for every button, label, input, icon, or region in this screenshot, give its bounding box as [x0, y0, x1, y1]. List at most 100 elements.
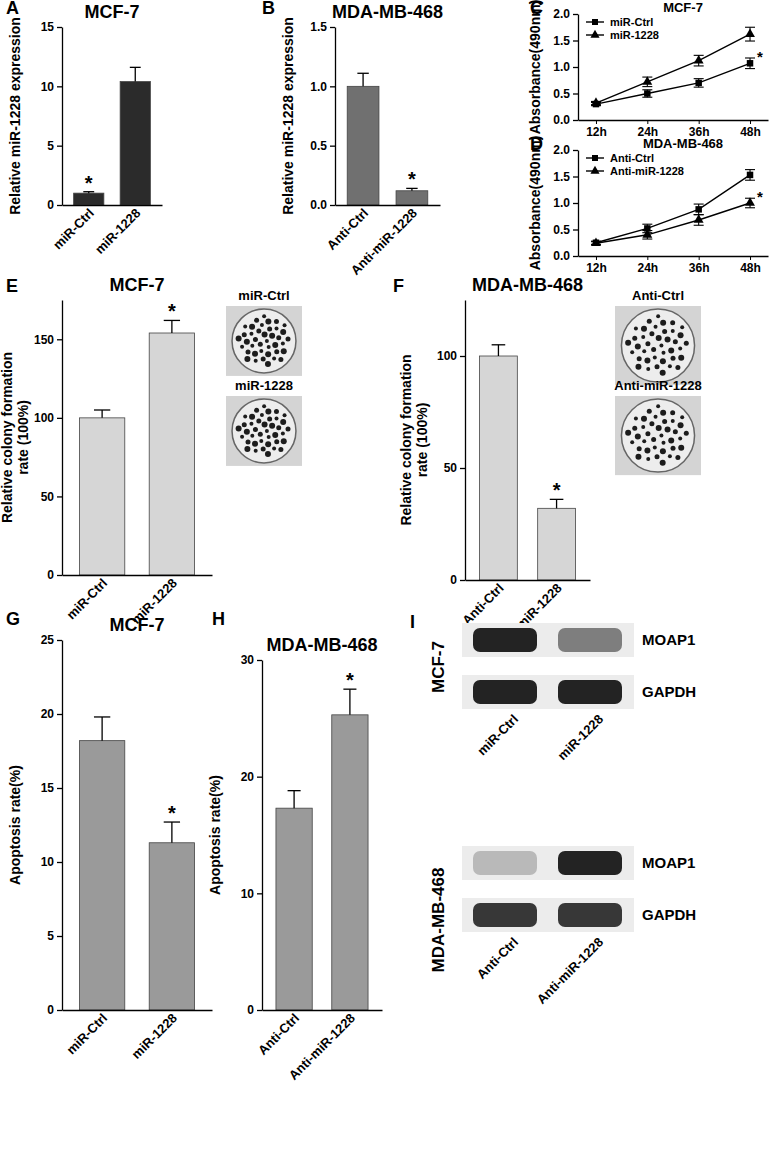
x-tick-label: 48h	[740, 125, 761, 139]
colony-spot	[665, 426, 671, 432]
colony-spot	[244, 356, 250, 362]
colony-spot	[662, 329, 667, 334]
x-tick-label: 36h	[689, 261, 710, 275]
legend-swatch-marker	[592, 19, 598, 25]
y-tick-label: 0.0	[553, 249, 570, 263]
y-tick: 5	[47, 929, 62, 943]
colony-spot	[254, 359, 258, 363]
panel-H: HMDA-MB-4680102030Anti-CtrlAnti-miR-1228…	[207, 609, 383, 1083]
y-tick-label: 10	[241, 887, 255, 901]
blot-band	[473, 680, 537, 704]
colony-spot	[637, 356, 642, 361]
error-bar-stem	[135, 67, 136, 81]
y-tick-label: 0.5	[553, 87, 570, 101]
y-tick: 2.0	[553, 7, 578, 21]
y-tick-label: 25	[41, 633, 55, 647]
x-tick-mark	[699, 120, 700, 124]
marker	[745, 28, 755, 37]
colony-spot	[641, 425, 645, 429]
colony-spot	[244, 429, 250, 435]
y-axis-title: rate (100%)	[414, 403, 430, 478]
error-bar	[357, 73, 368, 86]
colony-spot	[280, 329, 286, 335]
error-bar-cap	[694, 87, 704, 88]
colony-spot	[678, 355, 684, 361]
colony-spot	[286, 426, 291, 431]
x-tick-label: Anti-Ctrl	[324, 205, 371, 252]
y-tick-label: 15	[41, 20, 55, 34]
y-tick: 0.0	[553, 249, 578, 263]
colony-spot	[283, 413, 287, 417]
x-tick-label: 48h	[740, 261, 761, 275]
y-tick-mark	[57, 640, 62, 641]
y-tick: 0	[47, 1003, 62, 1017]
y-axis: 0.00.51.01.5	[310, 20, 335, 212]
x-tick-mark	[647, 256, 648, 260]
plot-area	[79, 320, 194, 575]
panel-G: GMCF-70510152025miR-CtrlmiR-1228Apoptosi…	[6, 609, 213, 1062]
y-tick-label: 20	[41, 707, 55, 721]
colony-spot	[671, 446, 676, 451]
x-tick: Anti-Ctrl	[324, 205, 371, 253]
x-tick: Anti-miR-1228	[286, 1010, 358, 1083]
error-bar-cap	[288, 790, 301, 791]
legend-swatch-marker	[590, 30, 599, 38]
y-tick-label: 100	[34, 411, 54, 425]
error-bar-stem	[498, 345, 499, 356]
y-tick-mark	[57, 205, 62, 206]
colony-spot	[675, 365, 680, 370]
colony-spot	[660, 358, 666, 364]
colony-photo	[226, 306, 302, 376]
x-axis-line	[336, 205, 441, 206]
x-tick-label: Anti-miR-1228	[348, 205, 420, 277]
y-tick-mark	[573, 93, 578, 94]
x-tick-label: Anti-Ctrl	[255, 1010, 302, 1057]
colony-spot	[262, 331, 268, 337]
colony-spot	[678, 332, 684, 338]
chart-title: MDA-MB-468	[266, 635, 377, 655]
panel-A: AMCF-7051015miR-CtrlmiR-1228Relative miR…	[6, 0, 163, 257]
colony-spot	[647, 409, 652, 414]
y-tick-mark	[57, 862, 62, 863]
colony-spot	[281, 348, 287, 354]
panel-I: IMCF-7MOAP1GAPDHmiR-CtrlmiR-1228MDA-MB-4…	[410, 612, 696, 1007]
y-tick-mark	[57, 339, 62, 340]
y-tick-label: 5	[47, 929, 54, 943]
y-tick-label: 1.5	[553, 170, 570, 184]
colony-spot	[665, 336, 671, 342]
error-bar-cap	[694, 225, 704, 226]
error-bar-cap	[94, 409, 110, 410]
colony-spot	[660, 320, 666, 326]
y-axis-line	[62, 641, 63, 1011]
colony-spot	[632, 336, 637, 341]
error-bar-cap	[642, 238, 652, 239]
x-axis-line	[263, 1010, 383, 1011]
x-axis: 12h24h36h48h	[579, 256, 769, 275]
y-tick-mark	[573, 176, 578, 177]
colony-spot	[653, 355, 657, 359]
y-tick-mark	[573, 40, 578, 41]
error-bar-stem	[171, 822, 172, 843]
colony-spot	[660, 370, 666, 376]
lane-label: Anti-Ctrl	[474, 935, 521, 982]
bar	[79, 418, 124, 575]
y-tick: 1.0	[553, 196, 578, 210]
panel-C: CMCF-70.00.51.01.52.012h24h36h48hAbsorba…	[527, 0, 769, 139]
x-tick: Anti-Ctrl	[255, 1010, 302, 1058]
x-tick: 48h	[740, 256, 761, 275]
error-bar	[164, 822, 180, 843]
colony-spot	[262, 421, 268, 427]
colony-spot	[662, 441, 666, 445]
lane-label: miR-1228	[555, 712, 606, 763]
colony-spot	[265, 441, 271, 447]
y-tick-label: 10	[41, 80, 55, 94]
marker	[642, 76, 652, 85]
y-tick-label: 100	[437, 349, 457, 363]
colony-spot	[276, 335, 281, 340]
y-tick-label: 20	[241, 770, 255, 784]
legend-label: miR-1228	[610, 29, 659, 41]
bar	[149, 333, 194, 575]
error-bar-cap	[130, 67, 141, 68]
bar	[149, 843, 194, 1010]
error-bar	[94, 410, 110, 418]
